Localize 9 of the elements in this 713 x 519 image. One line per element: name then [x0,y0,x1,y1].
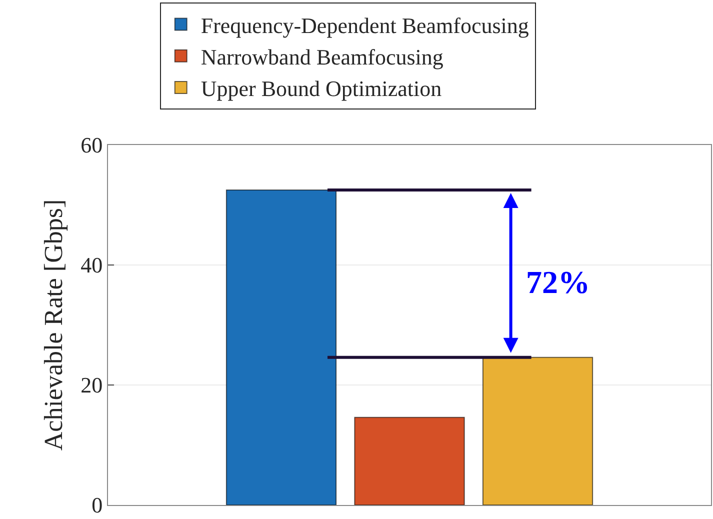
y-axis-title: Achievable Rate [Gbps] [39,199,68,451]
legend-label: Upper Bound Optimization [200,76,442,102]
y-tick-label: 20 [80,372,103,398]
y-tick-label: 60 [80,132,103,158]
legend-label: Frequency-Dependent Beamfocusing [200,12,529,38]
y-tick-label: 0 [92,492,103,518]
annotation: 72% [526,264,590,300]
y-tick-label: 40 [80,252,103,278]
legend-label: Narrowband Beamfocusing [200,44,444,70]
